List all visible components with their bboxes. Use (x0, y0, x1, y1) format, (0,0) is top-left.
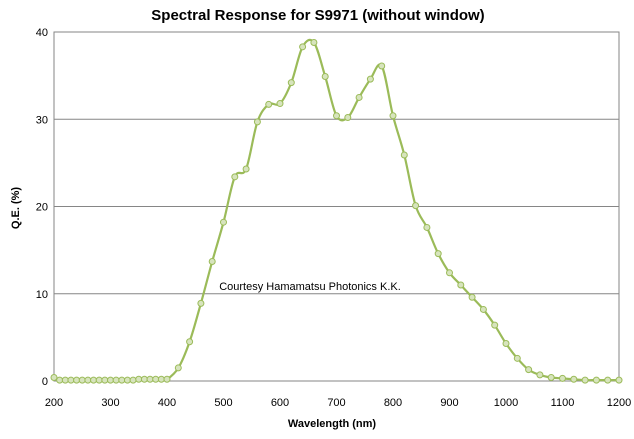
data-point (446, 269, 453, 277)
y-axis-label: Q.E. (%) (10, 187, 22, 230)
data-point (73, 376, 81, 384)
data-point (186, 338, 194, 346)
data-point (559, 374, 566, 382)
x-axis-ticks: 200 300 400 500 600 700 800 900 1000 1100 1200 (45, 397, 631, 409)
data-point (276, 100, 284, 108)
data-point (479, 305, 487, 313)
courtesy-annotation: Courtesy Hamamatsu Photonics K.K. (219, 281, 401, 293)
data-point (378, 62, 386, 70)
data-point (208, 257, 216, 265)
data-point (287, 79, 295, 87)
data-point (242, 165, 250, 173)
gridlines (54, 118, 619, 295)
series-line (52, 38, 621, 382)
x-tick-label: 800 (384, 397, 402, 409)
data-point (90, 376, 98, 384)
data-point (434, 250, 442, 258)
data-point (101, 376, 109, 384)
data-point (95, 376, 103, 384)
data-point (84, 376, 92, 384)
data-point (355, 93, 363, 101)
data-point (197, 299, 205, 307)
data-point (61, 376, 69, 384)
y-tick-label: 0 (42, 376, 48, 388)
data-point (146, 375, 154, 383)
data-point (152, 375, 160, 383)
data-point (400, 151, 408, 159)
x-tick-label: 500 (214, 397, 232, 409)
data-point (321, 72, 329, 80)
y-tick-label: 30 (36, 114, 48, 126)
plot-area-frame (53, 31, 620, 382)
chart-title: Spectral Response for S9971 (without win… (151, 7, 484, 24)
data-point (140, 375, 148, 383)
data-point (118, 376, 126, 384)
data-point (157, 375, 165, 383)
data-point (570, 375, 578, 383)
data-point (491, 321, 499, 329)
x-tick-label: 1100 (551, 397, 575, 409)
x-axis-label: Wavelength (nm) (288, 418, 377, 430)
y-tick-label: 20 (36, 202, 48, 214)
data-point (333, 112, 340, 120)
data-point (310, 38, 318, 46)
data-point (107, 376, 114, 384)
data-point (457, 281, 465, 289)
data-point (412, 202, 420, 210)
data-point (604, 376, 612, 384)
y-tick-label: 10 (36, 289, 48, 301)
x-tick-label: 1200 (607, 397, 631, 409)
data-point (174, 364, 182, 372)
data-point (366, 75, 374, 83)
data-point (592, 376, 600, 384)
data-point (56, 376, 64, 384)
x-tick-label: 400 (158, 397, 176, 409)
data-point (67, 376, 75, 384)
data-point (502, 339, 510, 347)
data-point (547, 374, 555, 382)
data-point (536, 371, 544, 379)
y-axis-ticks: 0 10 20 30 40 (36, 27, 48, 388)
data-point (129, 376, 137, 384)
data-markers (50, 38, 623, 384)
x-tick-label: 900 (440, 397, 458, 409)
data-point (123, 376, 131, 384)
data-point (50, 374, 58, 382)
data-point (78, 376, 86, 384)
x-tick-label: 1000 (494, 397, 518, 409)
x-tick-label: 300 (101, 397, 119, 409)
data-point (231, 173, 239, 181)
data-point (513, 354, 521, 362)
data-point (581, 376, 589, 384)
x-tick-label: 600 (271, 397, 289, 409)
y-tick-label: 40 (36, 27, 48, 39)
x-tick-label: 200 (45, 397, 63, 409)
data-point (220, 218, 227, 226)
data-point (299, 43, 307, 51)
data-point (344, 114, 352, 122)
data-point (468, 293, 476, 301)
data-point (265, 100, 273, 108)
data-point (112, 376, 120, 384)
x-tick-label: 700 (327, 397, 345, 409)
data-point (135, 375, 143, 383)
data-point (525, 366, 533, 374)
data-point (423, 223, 431, 231)
data-point (253, 118, 261, 126)
data-point (163, 375, 171, 383)
data-point (389, 112, 397, 120)
data-point (615, 376, 623, 384)
